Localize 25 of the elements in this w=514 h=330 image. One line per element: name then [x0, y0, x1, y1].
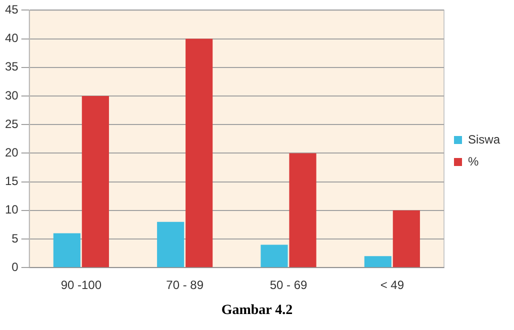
bar: [289, 153, 316, 268]
bar: [82, 96, 109, 268]
y-tick-label: 45: [4, 2, 19, 17]
bar: [260, 244, 288, 268]
bar: [53, 233, 80, 268]
y-tick-label: 5: [12, 231, 19, 246]
y-tick-label: 20: [4, 146, 19, 160]
y-tick-label: 35: [4, 60, 19, 74]
bar: [186, 38, 213, 268]
y-tick-label: 15: [4, 174, 19, 188]
y-tick-label: 30: [4, 88, 19, 102]
bar: [364, 256, 392, 268]
x-tick-label: < 49: [380, 278, 404, 292]
text: Gambar 4.2: [220, 303, 294, 319]
legend-label: %: [468, 154, 479, 168]
bar: [392, 210, 420, 268]
y-tick-label: 40: [4, 31, 19, 46]
x-tick-label: 50 - 69: [270, 278, 308, 292]
y-tick-label: 25: [4, 116, 19, 131]
x-tick-label: 90 -100: [60, 278, 102, 292]
y-tick-label: 10: [4, 202, 19, 217]
x-tick-label: 70 - 89: [166, 278, 204, 292]
bar: [157, 222, 184, 268]
y-tick-label: 0: [12, 260, 19, 274]
legend-label: Siswa: [468, 132, 500, 146]
